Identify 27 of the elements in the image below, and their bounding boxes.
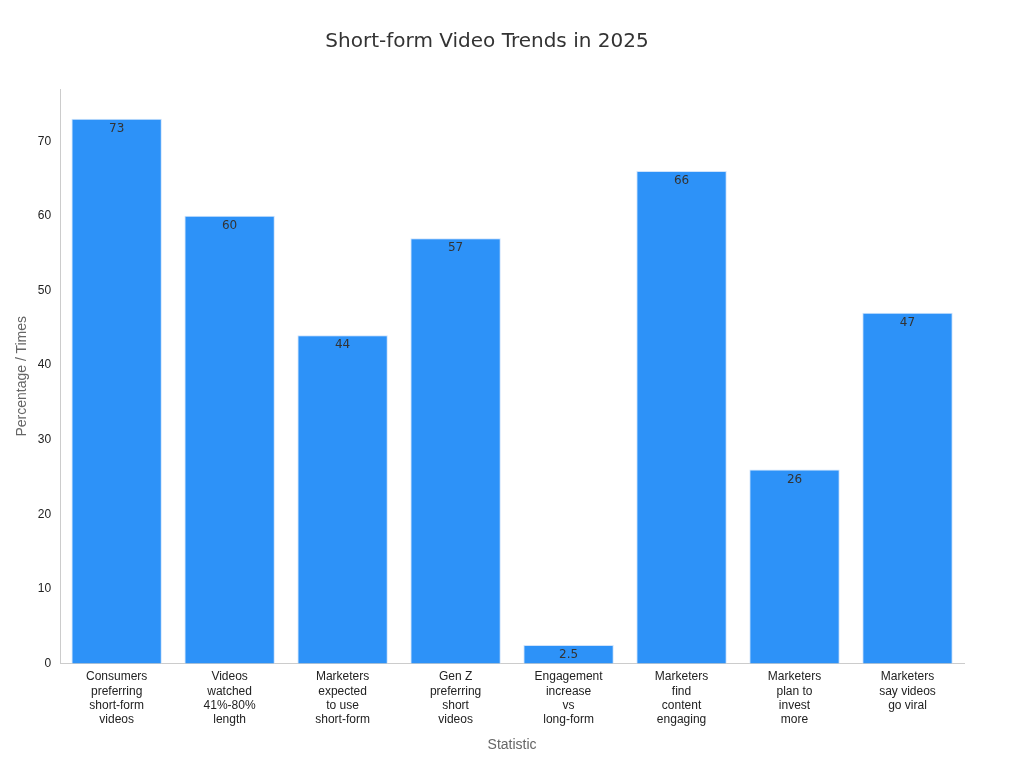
y-tick-label: 30	[37, 432, 52, 447]
data-label: 44	[334, 337, 351, 352]
x-tick-label: Marketers say videos go viral	[879, 669, 936, 712]
data-label: 57	[447, 240, 464, 255]
x-tick-label: Videos watched 41%-80% length	[203, 669, 256, 727]
y-tick-label: 0	[44, 655, 52, 670]
y-tick-label: 40	[37, 357, 52, 372]
y-tick-label: 50	[37, 282, 52, 297]
y-axis-title: Percentage / Times	[13, 315, 30, 437]
x-axis-title: Statistic	[487, 736, 537, 753]
x-tick-label: Consumers preferring short-form videos	[85, 669, 148, 727]
x-tick-label: Marketers find content engaging	[654, 669, 709, 727]
x-tick-label: Gen Z preferring short videos	[429, 669, 482, 727]
data-label: 47	[899, 315, 916, 329]
x-tick-label: Marketers plan to invest more	[767, 669, 822, 727]
y-tick-label: 20	[37, 506, 52, 521]
data-label: 73	[109, 120, 125, 135]
data-label: 60	[221, 217, 238, 232]
chart-title: Short-form Video Trends in 2025	[325, 28, 649, 53]
data-label: 66	[673, 173, 690, 188]
y-tick-label: 60	[37, 208, 52, 223]
x-tick-label: Marketers expected to use short-form	[315, 669, 370, 727]
data-label: 26	[786, 471, 803, 486]
y-tick-label: 70	[37, 133, 52, 148]
data-label: 2.5	[559, 647, 579, 662]
x-tick-label: Engagement increase vs long-form	[534, 669, 604, 727]
y-tick-label: 10	[37, 581, 52, 596]
